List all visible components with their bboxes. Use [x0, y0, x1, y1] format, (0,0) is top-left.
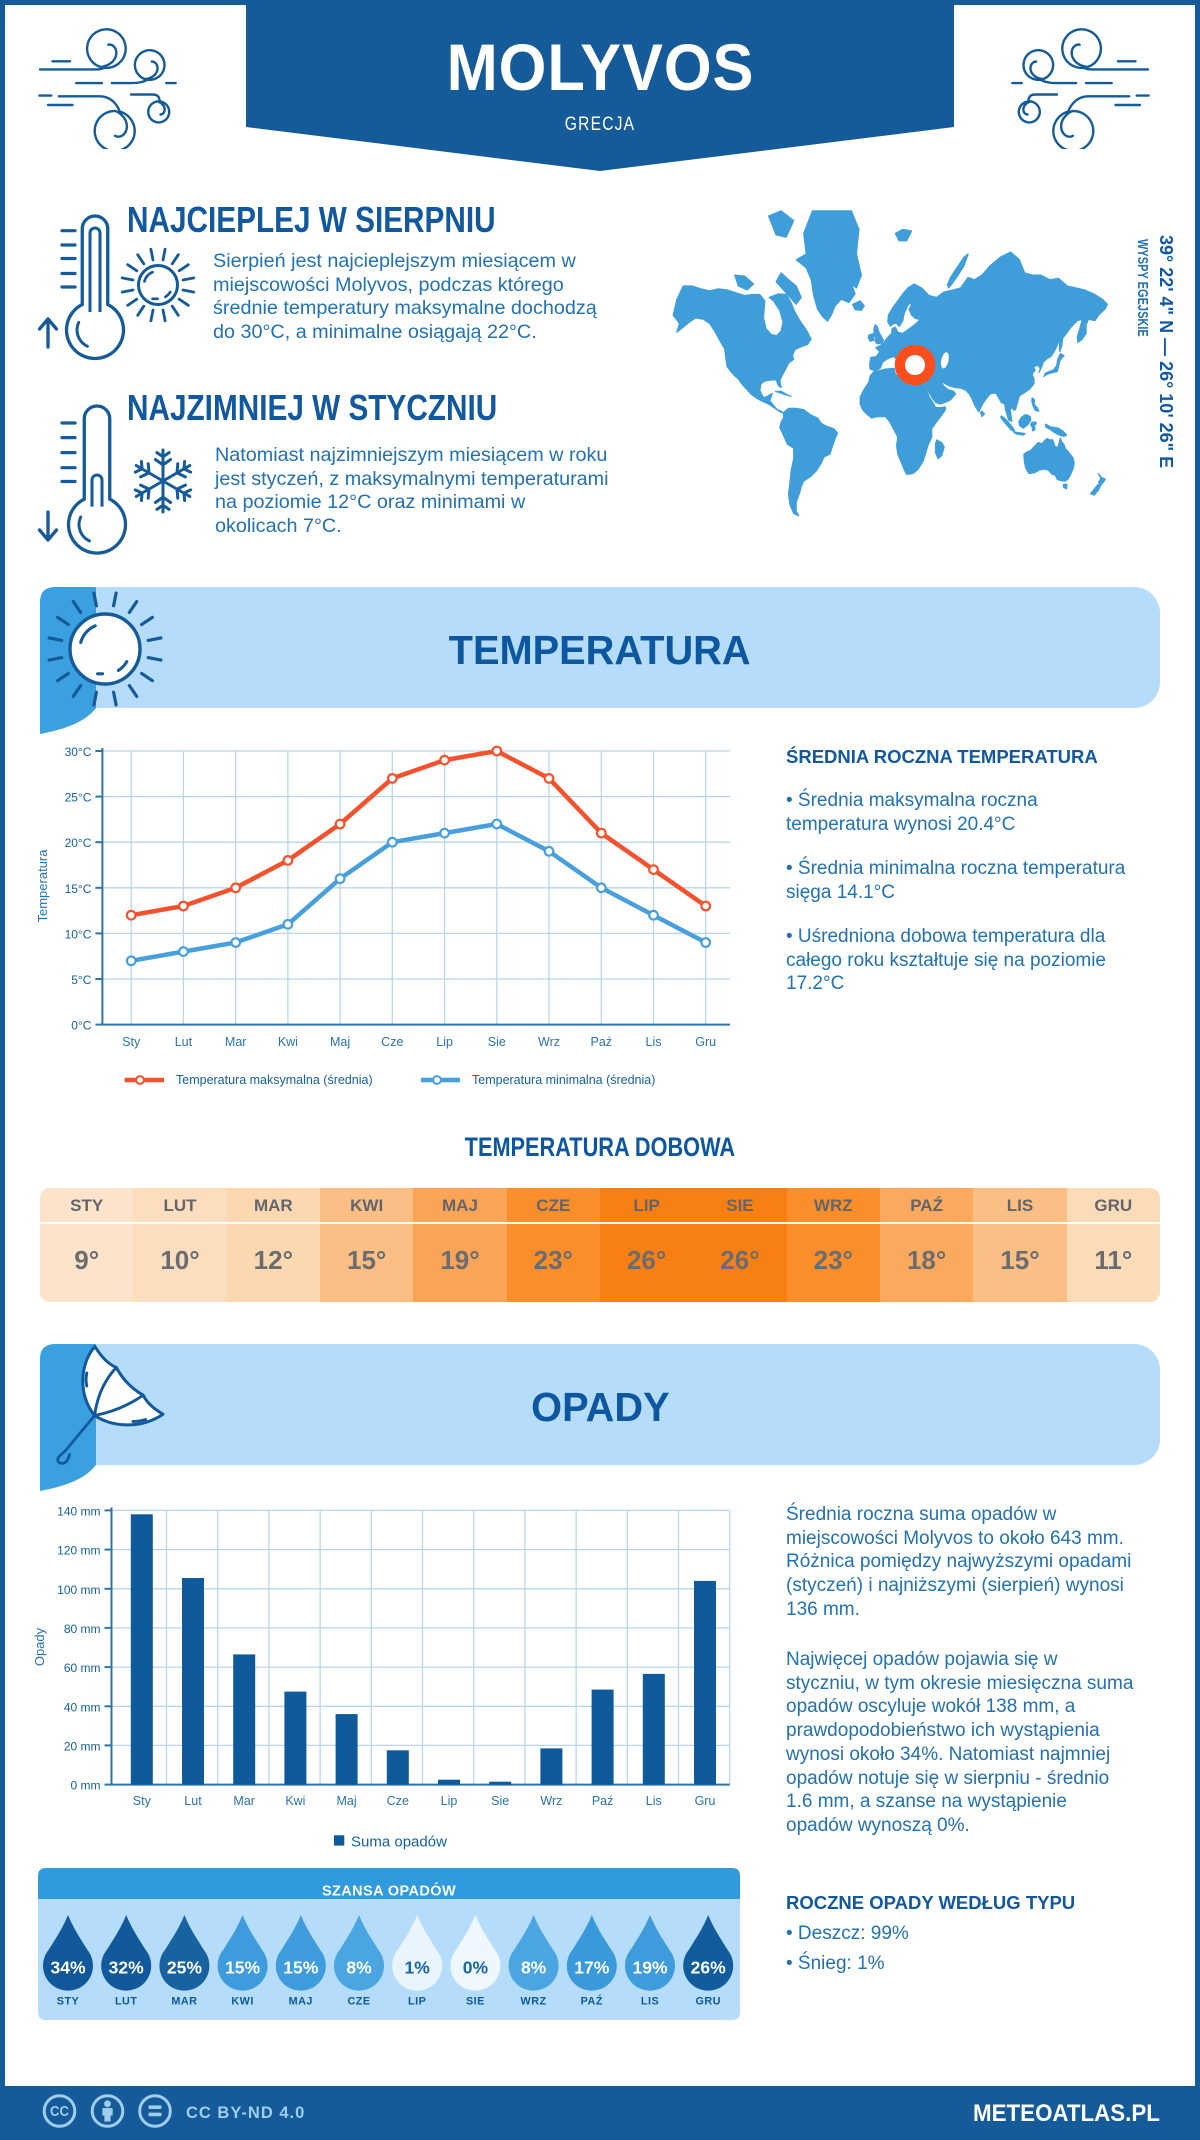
svg-text:0%: 0%: [463, 1957, 489, 1977]
svg-text:Suma opadów: Suma opadów: [351, 1833, 447, 1850]
svg-text:Sty: Sty: [122, 1035, 141, 1049]
svg-text:5°C: 5°C: [71, 973, 91, 987]
svg-text:WRZ: WRZ: [521, 1996, 547, 2008]
svg-text:PAŹ: PAŹ: [581, 1995, 603, 2008]
svg-text:Cze: Cze: [381, 1035, 403, 1049]
svg-text:LIS: LIS: [641, 1996, 659, 2008]
svg-text:25°C: 25°C: [65, 791, 92, 805]
svg-text:Lip: Lip: [436, 1035, 453, 1049]
svg-text:Lip: Lip: [441, 1794, 458, 1808]
svg-text:Lis: Lis: [646, 1794, 662, 1808]
svg-text:15°C: 15°C: [65, 882, 92, 896]
svg-text:MAJ: MAJ: [289, 1996, 313, 2008]
svg-text:Sie: Sie: [488, 1035, 506, 1049]
svg-text:19%: 19%: [632, 1957, 667, 1977]
svg-text:KWI: KWI: [231, 1996, 254, 2008]
svg-text:CZE: CZE: [347, 1996, 370, 2008]
svg-text:15%: 15%: [225, 1957, 260, 1977]
svg-text:10°C: 10°C: [65, 927, 92, 941]
svg-text:Lut: Lut: [175, 1035, 193, 1049]
svg-text:Mar: Mar: [225, 1035, 247, 1049]
svg-text:120 mm: 120 mm: [57, 1544, 100, 1558]
svg-text:60 mm: 60 mm: [64, 1661, 101, 1675]
svg-text:26%: 26%: [691, 1957, 726, 1977]
svg-text:SIE: SIE: [466, 1996, 485, 2008]
svg-text:8%: 8%: [521, 1957, 547, 1977]
svg-text:32%: 32%: [109, 1957, 144, 1977]
svg-text:Kwi: Kwi: [285, 1794, 305, 1808]
svg-text:0°C: 0°C: [71, 1019, 91, 1033]
svg-text:Maj: Maj: [337, 1794, 357, 1808]
svg-text:Temperatura: Temperatura: [35, 849, 50, 923]
svg-text:Paź: Paź: [592, 1794, 614, 1808]
svg-text:SZANSA OPADÓW: SZANSA OPADÓW: [322, 1882, 456, 1900]
svg-text:Maj: Maj: [330, 1035, 350, 1049]
svg-text:Lis: Lis: [646, 1035, 662, 1049]
svg-text:Gru: Gru: [695, 1035, 716, 1049]
svg-text:Mar: Mar: [233, 1794, 255, 1808]
svg-text:Sty: Sty: [133, 1794, 152, 1808]
svg-text:25%: 25%: [167, 1957, 202, 1977]
svg-text:40 mm: 40 mm: [64, 1700, 101, 1714]
svg-text:Cze: Cze: [387, 1794, 409, 1808]
svg-text:LUT: LUT: [115, 1996, 138, 2008]
svg-text:Temperatura maksymalna (średni: Temperatura maksymalna (średnia): [176, 1073, 373, 1087]
svg-text:100 mm: 100 mm: [57, 1583, 100, 1597]
svg-text:Paź: Paź: [591, 1035, 613, 1049]
svg-text:8%: 8%: [346, 1957, 372, 1977]
svg-text:30°C: 30°C: [65, 745, 92, 759]
svg-text:1%: 1%: [405, 1957, 431, 1977]
svg-text:34%: 34%: [50, 1957, 85, 1977]
svg-text:17%: 17%: [574, 1957, 609, 1977]
svg-text:Gru: Gru: [695, 1794, 716, 1808]
svg-text:20°C: 20°C: [65, 836, 92, 850]
svg-text:20 mm: 20 mm: [64, 1739, 101, 1753]
svg-text:80 mm: 80 mm: [64, 1622, 101, 1636]
svg-text:MAR: MAR: [171, 1996, 197, 2008]
svg-text:CC: CC: [50, 2104, 69, 2120]
svg-text:Sie: Sie: [491, 1794, 509, 1808]
svg-text:Temperatura minimalna (średnia: Temperatura minimalna (średnia): [472, 1073, 655, 1087]
svg-text:Lut: Lut: [184, 1794, 202, 1808]
svg-text:140 mm: 140 mm: [57, 1504, 100, 1518]
svg-text:Wrz: Wrz: [538, 1035, 560, 1049]
svg-text:GRU: GRU: [695, 1996, 721, 2008]
svg-text:Wrz: Wrz: [540, 1794, 562, 1808]
svg-text:15%: 15%: [283, 1957, 318, 1977]
svg-text:LIP: LIP: [408, 1996, 426, 2008]
svg-text:Opady: Opady: [32, 1627, 47, 1666]
svg-text:STY: STY: [57, 1996, 80, 2008]
svg-text:Kwi: Kwi: [278, 1035, 298, 1049]
svg-text:0 mm: 0 mm: [71, 1779, 101, 1793]
